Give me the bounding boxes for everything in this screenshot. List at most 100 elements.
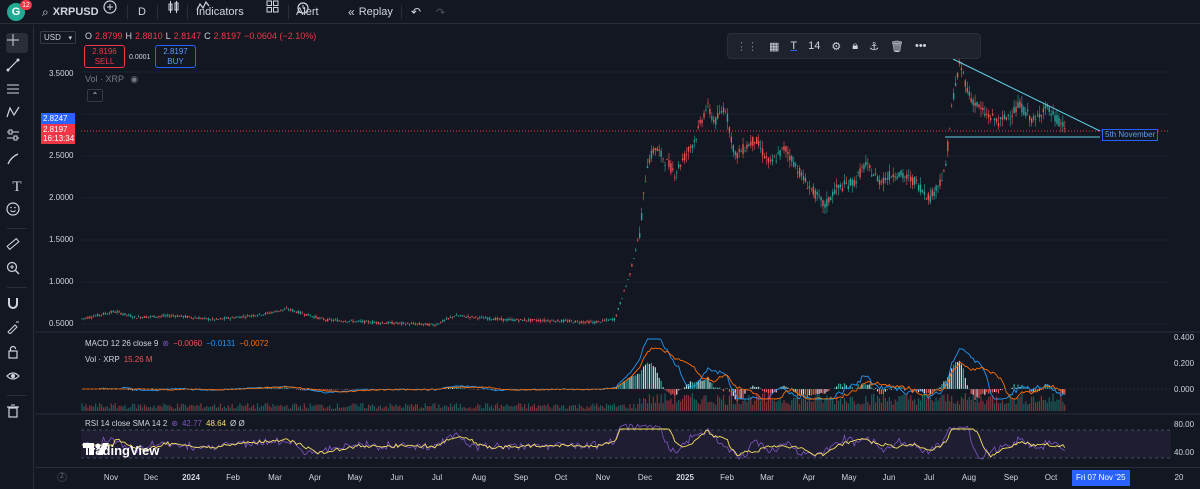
- macd-histogram-bar: [276, 387, 278, 389]
- symbol-search-button[interactable]: ⌕ XRPUSD: [42, 0, 99, 24]
- lock-icon[interactable]: 🔒︎: [852, 39, 859, 52]
- candle-body: [672, 168, 674, 171]
- candle-body: [757, 140, 760, 146]
- volume-bar: [978, 402, 980, 411]
- pattern-icon[interactable]: [6, 105, 28, 125]
- text-icon[interactable]: T: [12, 178, 22, 195]
- macd-histogram-bar: [992, 389, 994, 393]
- stay-drawing-icon[interactable]: [6, 320, 28, 340]
- candle-body: [307, 313, 309, 316]
- macd-histogram-bar: [822, 389, 824, 394]
- volume-bar: [151, 407, 153, 411]
- volume-bar: [95, 403, 97, 411]
- emoji-icon[interactable]: [6, 202, 28, 222]
- macd-histogram-bar: [951, 368, 953, 389]
- candle-body: [954, 83, 957, 86]
- settings-icon[interactable]: ⊛: [171, 419, 178, 428]
- candle-body: [748, 144, 750, 147]
- candle-body: [590, 321, 592, 323]
- alert-button[interactable]: Alert: [296, 0, 319, 24]
- candle-body: [83, 318, 85, 320]
- collapse-legend-button[interactable]: ⌃: [87, 89, 103, 102]
- interval-button[interactable]: D: [138, 0, 146, 24]
- replay-button[interactable]: « Replay: [348, 0, 393, 24]
- lock-icon[interactable]: [6, 345, 28, 365]
- annotation-label[interactable]: 5th November: [1102, 129, 1159, 141]
- volume-bar: [709, 401, 711, 411]
- templates-icon[interactable]: ▦: [769, 40, 780, 53]
- text-color-icon[interactable]: T: [790, 40, 798, 52]
- volume-bar: [533, 403, 535, 411]
- volume-bar: [331, 408, 333, 411]
- candle-body: [252, 315, 255, 317]
- settings-icon[interactable]: ⚙: [831, 40, 842, 53]
- volume-bar: [399, 405, 401, 411]
- font-size-button[interactable]: 14: [808, 40, 821, 52]
- rsi-legend[interactable]: RSI 14 close SMA 14 2 ⊛ 42.77 48.64 Ø Ø: [85, 419, 245, 428]
- candle-body: [869, 165, 871, 168]
- reset-zoom-icon[interactable]: Z: [57, 472, 67, 482]
- macd-legend[interactable]: MACD 12 26 close 9 ⊛ −0.0060 −0.0131 −0.…: [85, 339, 269, 348]
- candle-body: [447, 318, 450, 319]
- volume-bar: [658, 402, 660, 411]
- forecast-icon[interactable]: [6, 128, 28, 148]
- candle-body: [188, 316, 190, 317]
- macd-histogram-bar: [795, 389, 797, 393]
- volume-legend[interactable]: Vol · XRP ◉: [85, 74, 138, 85]
- redo-button[interactable]: ↷: [436, 0, 445, 24]
- candle-body: [235, 317, 237, 319]
- trendline-icon[interactable]: [6, 58, 28, 78]
- candle-body: [477, 317, 479, 319]
- macd-histogram-bar: [923, 389, 925, 394]
- settings-icon[interactable]: ⊛: [162, 339, 170, 348]
- macd-histogram-bar: [808, 389, 810, 396]
- macd-histogram-bar: [264, 388, 266, 389]
- candle-body: [715, 117, 717, 125]
- candle-body: [358, 320, 360, 322]
- volume-bar: [666, 400, 668, 411]
- eye-icon[interactable]: [6, 369, 28, 389]
- drag-handle-icon[interactable]: ⋮⋮: [736, 40, 758, 53]
- candle-body: [617, 308, 619, 310]
- notification-badge: 12: [20, 0, 32, 10]
- eye-icon[interactable]: ◉: [130, 74, 139, 84]
- top-toolbar: G 12 ⌕ XRPUSD D Indicators Alert « Repla…: [0, 0, 1200, 24]
- candle-body: [418, 323, 421, 325]
- sell-button[interactable]: 2.8196 SELL: [84, 45, 125, 68]
- trash-icon[interactable]: [6, 404, 28, 424]
- time-axis[interactable]: Z Nov Dec 2024 Feb Mar Apr May Jun Jul Aug Sep Oct N…: [35, 467, 1200, 489]
- brush-icon[interactable]: [6, 152, 28, 172]
- zoom-icon[interactable]: [6, 261, 28, 281]
- indicators-button[interactable]: Indicators: [196, 0, 244, 24]
- volume-bar: [360, 403, 362, 411]
- time-axis-label: Feb: [720, 473, 734, 482]
- price-axis-label: 3.5000: [49, 69, 74, 78]
- ruler-icon[interactable]: [6, 237, 28, 257]
- macd-histogram-bar: [867, 384, 869, 389]
- anchor-icon[interactable]: ⚓︎: [869, 40, 879, 53]
- time-axis-label: 2025: [676, 473, 694, 482]
- more-icon[interactable]: •••: [914, 40, 927, 52]
- undo-button[interactable]: ↶: [411, 0, 421, 24]
- macd-histogram-bar: [787, 387, 789, 389]
- currency-selector[interactable]: USD ▾: [40, 31, 76, 44]
- trash-icon[interactable]: 🗑︎: [890, 40, 904, 53]
- candle-body: [408, 324, 411, 326]
- volume-bar: [845, 401, 847, 411]
- candle-body: [210, 319, 212, 321]
- volume-bar: [342, 407, 344, 411]
- chart-area[interactable]: USD ▾ O 2.8799 H 2.8810 L 2.8147 C 2.8197 −0…: [35, 25, 1200, 489]
- volume-bar: [935, 397, 937, 411]
- candle-body: [282, 309, 284, 311]
- candle-body: [720, 111, 723, 113]
- buy-button[interactable]: 2.8197 BUY: [155, 45, 196, 68]
- macd-histogram-bar: [477, 389, 479, 390]
- macd-histogram-bar: [925, 389, 927, 394]
- crosshair-icon[interactable]: [6, 33, 28, 53]
- magnet-icon[interactable]: [6, 296, 28, 316]
- macd-histogram-bar: [728, 389, 730, 392]
- fib-icon[interactable]: [6, 82, 28, 102]
- volume-bar: [522, 407, 524, 411]
- vol-pane-legend[interactable]: Vol · XRP 15.26 M: [85, 355, 153, 364]
- tradingview-logo[interactable]: TradingView: [83, 443, 159, 458]
